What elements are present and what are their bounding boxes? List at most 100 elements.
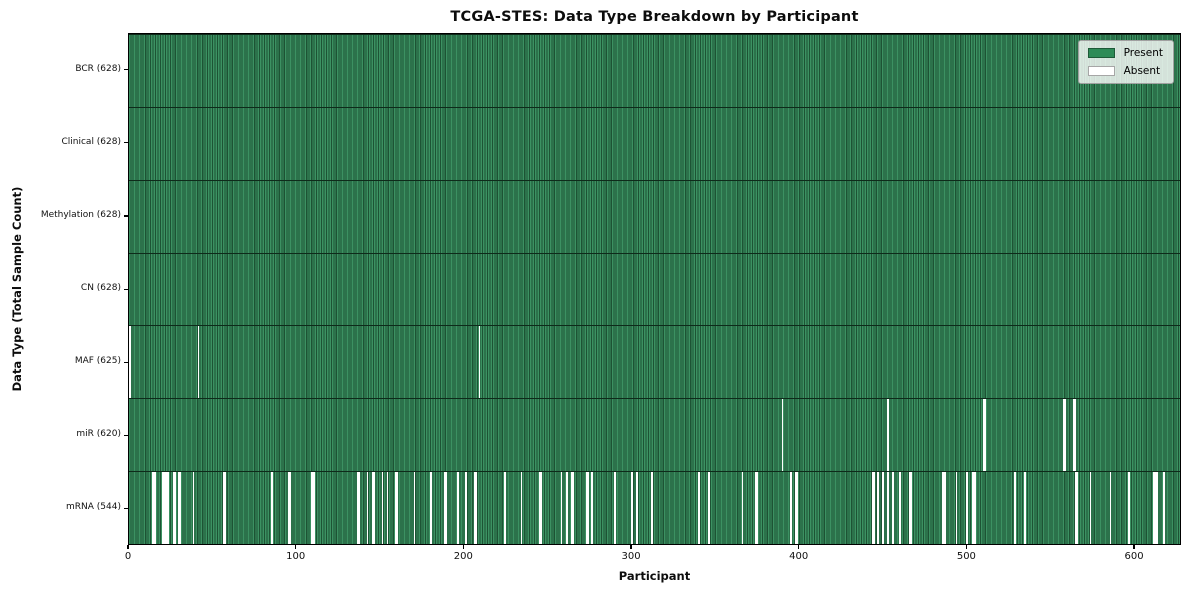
absent-stripe [1109,472,1112,545]
absent-stripe [197,326,200,399]
absent-stripe [570,472,573,545]
absent-stripe [358,472,360,545]
heatmap-row-mrna [129,471,1180,545]
absent-stripe [560,472,563,545]
absent-stripe [224,472,227,545]
y-tick-label-methylation: Methylation (628) [40,209,121,220]
x-tick-label-0: 0 [124,551,132,562]
absent-stripe [908,472,911,545]
legend-absent-swatch [1087,65,1115,76]
absent-stripe [371,472,374,545]
absent-stripe [478,326,481,399]
absent-stripe [313,472,315,545]
plot-area: Present Absent [128,33,1181,545]
y-tick-label-cn: CN (628) [80,283,121,293]
absent-stripe [587,472,590,545]
absent-stripe [1076,472,1078,545]
heatmap-row-mir [129,398,1180,472]
x-tick-label-500: 500 [956,551,976,562]
absent-stripe [572,472,575,545]
absent-stripe [1154,472,1157,545]
absent-stripe [982,399,985,472]
absent-stripe [944,472,946,545]
absent-stripe [1128,472,1130,545]
absent-stripe [754,472,757,545]
y-tick-mark [124,434,128,436]
legend-entry-absent: Absent [1087,64,1163,77]
absent-stripe [590,472,593,545]
absent-stripe [887,472,889,545]
absent-stripe [503,472,506,545]
absent-stripe [177,472,180,545]
absent-stripe [698,472,700,545]
absent-stripe [539,472,541,545]
absent-stripe [381,472,384,545]
absent-stripe [179,472,181,545]
x-tick-label-300: 300 [621,551,641,562]
x-axis-label: Participant [618,569,691,583]
absent-stripe [395,472,397,545]
y-tick-mark [124,69,128,71]
absent-stripe [167,472,170,545]
y-tick-mark [124,507,128,510]
absent-stripe [152,472,155,545]
y-tick-mark [124,142,128,144]
absent-stripe [473,472,476,545]
absent-stripe [1072,399,1075,472]
absent-stripe [1156,472,1159,545]
absent-stripe [373,472,376,545]
absent-stripe [565,472,568,545]
absent-stripe [129,326,131,399]
legend-absent-label: Absent [1123,64,1161,77]
absent-stripe [386,472,389,545]
absent-stripe [192,472,195,545]
absent-stripe [781,399,784,472]
absent-stripe [366,472,369,545]
absent-stripe [796,472,799,545]
y-tick-mark [124,215,128,217]
chart-title: TCGA-STES: Data Type Breakdown by Partic… [450,9,859,25]
absent-stripe [1024,472,1027,545]
absent-stripe [1064,399,1067,472]
x-tick-mark [462,545,464,549]
heatmap-row-maf [129,325,1180,399]
absent-stripe [887,399,889,472]
y-tick-label-maf: MAF (625) [74,356,121,367]
absent-stripe [396,472,399,545]
absent-stripe [162,472,165,545]
y-tick-mark [124,288,128,290]
absent-stripe [965,472,968,545]
legend-entry-present: Present [1087,47,1163,59]
absent-stripe [984,399,986,472]
absent-stripe [790,472,792,545]
absent-stripe [1089,472,1092,545]
absent-stripe [164,472,166,545]
x-tick-mark [798,545,800,549]
absent-stripe [741,472,744,545]
absent-stripe [1074,399,1077,472]
legend-present-label: Present [1123,47,1163,59]
absent-stripe [172,472,175,545]
absent-stripe [614,472,617,545]
absent-stripe [756,472,759,545]
legend: Present Absent [1077,40,1174,84]
absent-stripe [311,472,314,545]
absent-stripe [636,472,638,545]
x-tick-label-200: 200 [453,551,473,562]
x-tick-label-400: 400 [789,551,809,562]
absent-stripe [222,472,225,545]
absent-stripe [174,472,176,545]
y-tick-mark [124,361,128,363]
absent-stripe [465,472,468,545]
absent-stripe [356,472,359,545]
heatmap-row-clinical [129,106,1180,180]
absent-stripe [165,472,168,545]
absent-stripe [882,472,884,545]
absent-stripe [877,472,879,545]
heatmap-row-cn [129,252,1180,326]
absent-stripe [972,472,975,545]
absent-stripe [974,472,976,545]
absent-stripe [872,472,874,545]
y-tick-label-clinical: Clinical (628) [61,136,121,147]
absent-stripe [413,472,416,545]
